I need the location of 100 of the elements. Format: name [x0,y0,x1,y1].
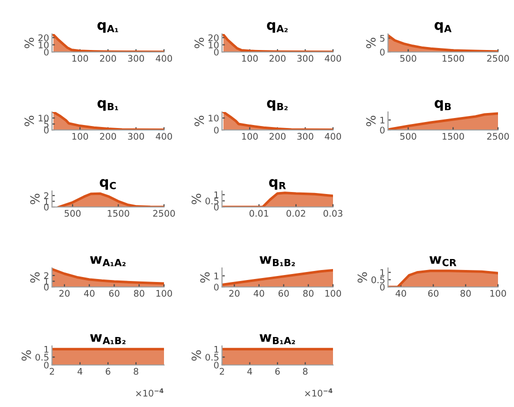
x-tick-label: 2500 [487,132,509,140]
x-tick-label: 1500 [442,132,464,140]
y-tick-label: 0 [380,48,385,56]
x-tick-label: 6 [275,368,280,375]
y-axis-title: % [358,272,368,283]
y-tick-label: 10 [38,114,49,122]
x-tick-label: 2500 [153,210,175,217]
x-tick-label: 40 [84,290,94,297]
x-tick-label: 60 [109,290,120,297]
y-axis-title: % [194,38,204,48]
x-tick-label: 60 [278,290,289,297]
y-tick-label: 10 [38,42,49,48]
x-tick-label: 2500 [487,54,509,62]
y-tick-label: 10 [208,42,219,48]
x-tick-label: 300 [297,132,314,140]
y-tick-label: 0.5 [35,354,48,361]
y-tick-label: 0 [44,362,49,369]
y-tick-label: 0 [214,284,219,291]
x-tick-label: 500 [64,210,81,217]
x-tick-label: 20 [59,290,70,297]
chart-title: w$_{CR}$ [429,256,456,266]
text: ×10$^{−4}$ [136,388,164,397]
y-tick-label: 1 [380,269,384,276]
y-tick-label: 0 [44,48,49,56]
x-tick-label: 40 [396,290,406,297]
x-tick-label: 100 [490,290,506,297]
x-tick-label: 200 [270,132,286,140]
x-tick-label: 80 [460,290,471,297]
y-tick-label: 1 [214,192,218,198]
y-tick-label: 1 [380,116,384,124]
x-tick-label: 300 [128,54,144,62]
text: ×10$^{−4}$ [305,388,332,397]
y-tick-label: 0 [380,284,385,291]
x-tick-label: 40 [254,290,264,297]
y-axis-title: % [24,116,34,126]
chart-title: w$_{B₁A₂}$ [260,334,295,344]
y-tick-label: 0.5 [205,354,218,361]
x-tick-label: 6 [106,368,110,375]
x-tick-label: 100 [156,290,172,297]
y-axis-title: % [366,116,376,126]
chart-title: q$_{A₁}$ [97,22,118,33]
y-tick-label: 1 [44,278,48,285]
x-tick-label: 100 [325,290,342,297]
x-tick-label: 8 [134,368,138,375]
chart-title: q$_{B₁}$ [98,100,118,111]
y-tick-label: 0 [214,204,219,211]
y-tick-label: 0 [214,362,219,369]
y-axis-title: % [22,350,32,361]
x-tick-label: 8 [302,368,308,375]
x-tick-label: 100 [72,132,88,140]
y-axis-title: % [366,38,376,48]
y-tick-label: 0 [214,48,219,56]
y-tick-label: 1 [44,346,48,353]
x-tick-label: 4 [247,368,252,375]
x-tick-label: 400 [156,132,172,140]
chart-title: q$_{A₂}$ [266,22,288,33]
y-axis-title: % [24,38,34,48]
x-tick-label: 300 [297,54,314,62]
x-tick-label: 20 [229,290,240,297]
x-tick-label: 1500 [108,210,130,217]
x-tick-label: 100 [242,54,258,62]
y-axis-title: % [30,194,40,204]
x-tick-label: 0.01 [250,210,268,217]
chart-title: w$_{A₁B₂}$ [90,334,126,344]
y-tick-label: 1 [214,346,218,353]
y-tick-label: 20 [208,34,219,42]
x-tick-label: 4 [78,368,82,375]
x-tick-label: 200 [100,54,116,62]
x-tick-label: 400 [324,132,342,140]
y-axis-title: % [194,116,204,126]
chart-title: w$_{B₁B₂}$ [260,256,295,266]
y-tick-label: 5 [44,120,48,128]
x-tick-label: 500 [400,54,416,62]
x-tick-label: 60 [428,290,438,297]
x-tick-label: 300 [128,132,144,140]
x-tick-label: 80 [303,290,314,297]
x-tick-label: 2 [50,368,54,375]
x-tick-label: 80 [134,290,144,297]
chart-title: q$_{B}$ [434,100,451,111]
y-axis-title: % [30,272,40,283]
y-axis-title: % [192,194,202,204]
y-tick-label: 0 [380,126,385,134]
chart-title: q$_{B₂}$ [267,100,288,111]
x-tick-label: 2 [220,368,224,375]
chart-title: q$_{C}$ [100,179,116,190]
y-tick-label: 0.5 [371,276,384,284]
y-tick-label: 0 [214,126,219,134]
x-tick-label: 0.03 [324,210,342,217]
x-tick-label: 0.02 [286,210,306,217]
chart-title: q$_{R}$ [269,179,286,190]
x-tick-label: 400 [324,54,342,62]
x-tick-label: 400 [156,54,172,62]
chart-title: q$_{A}$ [434,22,452,33]
y-tick-label: 10 [208,114,219,122]
y-tick-label: 20 [38,34,49,42]
x-tick-label: 200 [270,54,286,62]
x-tick-label: 100 [242,132,258,140]
y-axis-title: % [192,350,202,361]
x-tick-label: 500 [400,132,416,140]
x-tick-label: 100 [72,54,88,62]
